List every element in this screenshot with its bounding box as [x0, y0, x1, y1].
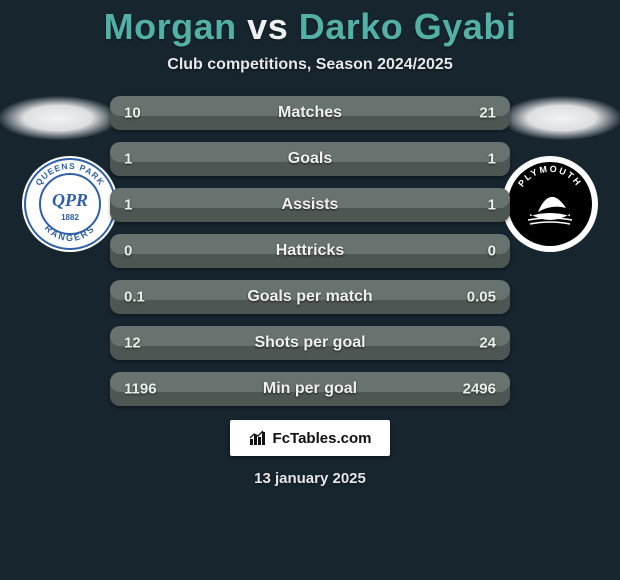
- stat-right-value: 1: [488, 151, 496, 168]
- club-crest-left: QUEENS PARK RANGERS QPR 1882: [20, 154, 120, 254]
- player2-name: Darko Gyabi: [299, 6, 517, 47]
- comparison-stage: QUEENS PARK RANGERS QPR 1882 PLYMOUTH 10…: [0, 96, 620, 406]
- brand-text: FcTables.com: [273, 430, 372, 447]
- title-vs: vs: [247, 6, 288, 47]
- player1-name: Morgan: [104, 6, 237, 47]
- stat-right-value: 21: [479, 105, 496, 122]
- club-crest-right: PLYMOUTH: [500, 154, 600, 254]
- stat-label: Shots per goal: [110, 334, 510, 352]
- stat-row: 12 Shots per goal 24: [110, 326, 510, 360]
- spotlight-right: [502, 96, 620, 140]
- stat-right-value: 24: [479, 335, 496, 352]
- stat-label: Goals: [110, 150, 510, 168]
- stat-row: 0.1 Goals per match 0.05: [110, 280, 510, 314]
- stats-table: 10 Matches 21 1 Goals 1 1 Assists 1 0 Ha…: [110, 96, 510, 406]
- stat-label: Matches: [110, 104, 510, 122]
- crest-left-monogram: QPR: [52, 190, 88, 210]
- stat-row: 0 Hattricks 0: [110, 234, 510, 268]
- stat-label: Min per goal: [110, 380, 510, 398]
- stat-row: 10 Matches 21: [110, 96, 510, 130]
- stat-right-value: 0: [488, 243, 496, 260]
- page-title: Morgan vs Darko Gyabi: [0, 0, 620, 48]
- brand-badge: FcTables.com: [230, 420, 390, 456]
- date-label: 13 january 2025: [0, 470, 620, 487]
- stat-label: Goals per match: [110, 288, 510, 306]
- stat-right-value: 2496: [463, 381, 496, 398]
- stat-right-value: 1: [488, 197, 496, 214]
- stat-right-value: 0.05: [467, 289, 496, 306]
- stat-row: 1 Assists 1: [110, 188, 510, 222]
- stat-label: Assists: [110, 196, 510, 214]
- bar-chart-icon: [249, 430, 267, 446]
- subtitle: Club competitions, Season 2024/2025: [0, 56, 620, 74]
- stat-label: Hattricks: [110, 242, 510, 260]
- spotlight-left: [0, 96, 118, 140]
- crest-left-year: 1882: [61, 213, 79, 222]
- stat-row: 1 Goals 1: [110, 142, 510, 176]
- stat-row: 1196 Min per goal 2496: [110, 372, 510, 406]
